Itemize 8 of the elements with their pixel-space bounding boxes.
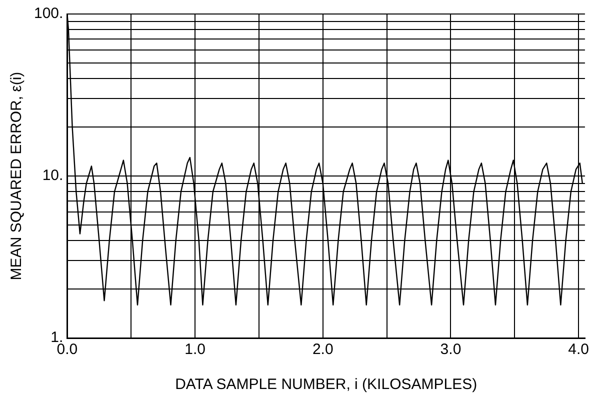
x-tick-label: 2.0 — [312, 341, 334, 358]
x-tick-label: 4.0 — [568, 341, 590, 358]
x-axis-title: DATA SAMPLE NUMBER, i (KILOSAMPLES) — [175, 376, 478, 394]
y-tick-label: 100. — [34, 5, 64, 22]
x-tick-label: 3.0 — [440, 341, 462, 358]
x-tick-label: 1.0 — [184, 341, 206, 358]
y-axis-title: MEAN SQUARED ERROR, ε(i) — [8, 72, 26, 280]
y-tick-label: 10. — [42, 167, 64, 184]
